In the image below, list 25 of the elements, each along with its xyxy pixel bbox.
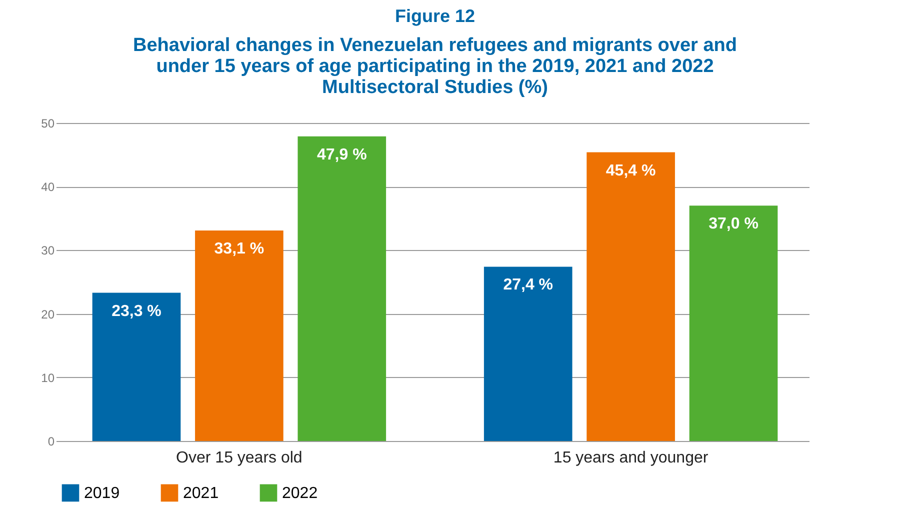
data-label: 33,1 % [214, 240, 264, 258]
data-label: 37,0 % [708, 216, 758, 233]
legend-label: 2022 [282, 484, 318, 502]
bar [195, 230, 284, 441]
y-tick-label: 0 [48, 434, 55, 448]
chart-subtitle: Behavioral changes in Venezuelan refugees and migrants over and under 15 years of age participating in the 2019, 2021 and 2022 Multisectoral Studies (%) [133, 35, 737, 98]
bar [586, 152, 675, 441]
y-tick-label: 50 [41, 116, 55, 130]
legend-label: 2019 [84, 484, 120, 502]
chart-title: Figure 12 [394, 6, 476, 26]
y-tick-label: 30 [41, 244, 55, 258]
bar [484, 266, 572, 441]
y-tick-label: 40 [41, 180, 55, 194]
bar [689, 206, 778, 441]
x-tick-label: Over 15 years old [176, 450, 302, 466]
y-tick-label: 10 [41, 370, 55, 385]
x-tick-label: 15 years and younger [553, 450, 709, 466]
bar [298, 136, 386, 441]
data-label: 23,3 % [112, 302, 162, 320]
data-label: 27,4 % [503, 276, 554, 294]
y-tick-label: 20 [41, 307, 55, 322]
legend-label: 2021 [183, 484, 219, 502]
data-label: 45,4 % [606, 162, 656, 180]
bar [92, 292, 181, 441]
data-label: 47,9 % [316, 146, 367, 164]
